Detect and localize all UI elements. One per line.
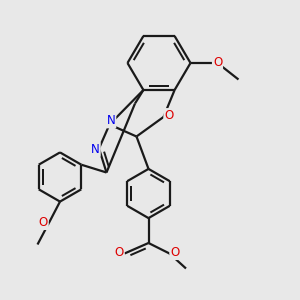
Text: O: O (115, 246, 124, 259)
Text: N: N (106, 114, 116, 128)
Text: O: O (213, 56, 222, 70)
Text: N: N (91, 143, 100, 156)
Text: O: O (164, 109, 173, 122)
Text: O: O (39, 216, 48, 229)
Text: O: O (170, 246, 179, 259)
